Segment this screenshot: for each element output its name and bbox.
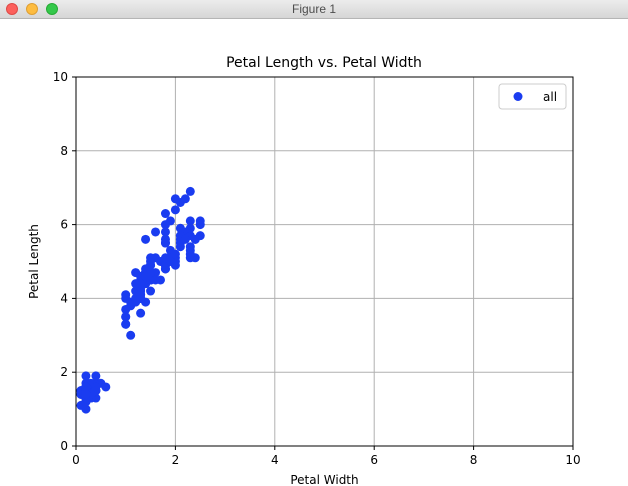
legend-box: [498, 83, 567, 110]
data-points: [76, 186, 205, 414]
y-tick-label: 10: [53, 70, 68, 84]
data-point: [185, 242, 195, 252]
data-point: [160, 238, 170, 248]
data-point: [180, 234, 190, 244]
x-tick-label: 4: [271, 453, 279, 467]
data-point: [146, 286, 156, 296]
data-point: [151, 227, 161, 237]
y-tick-label: 8: [60, 144, 68, 158]
data-point: [180, 194, 190, 204]
data-point: [91, 371, 101, 381]
data-point: [121, 290, 131, 300]
x-tick-label: 10: [565, 453, 580, 467]
chart-title: Petal Length vs. Petal Width: [226, 55, 422, 71]
y-axis-label: Petal Length: [27, 224, 41, 299]
x-axis-label: Petal Width: [290, 473, 358, 486]
axis-ticks: 0 2 4 6 8 10 0 2 4 6 8 10: [53, 70, 581, 467]
data-point: [81, 371, 91, 381]
legend-marker: [513, 92, 523, 101]
data-point: [170, 194, 180, 204]
maximize-window-button[interactable]: [46, 3, 58, 15]
data-point: [101, 382, 111, 392]
data-point: [136, 308, 146, 318]
close-window-button[interactable]: [6, 3, 18, 15]
data-point: [185, 249, 195, 259]
data-point: [195, 231, 205, 241]
data-point: [155, 275, 165, 285]
window-title: Figure 1: [291, 2, 337, 16]
data-point: [160, 253, 170, 263]
y-tick-label: 2: [60, 365, 68, 379]
data-point: [170, 249, 180, 259]
legend: all: [498, 83, 567, 110]
y-tick-label: 0: [60, 439, 68, 453]
data-point: [121, 304, 131, 314]
data-point: [121, 319, 131, 329]
data-point: [175, 242, 185, 252]
data-point: [81, 389, 91, 399]
data-point: [141, 271, 151, 281]
grid: [75, 76, 574, 447]
data-point: [185, 223, 195, 233]
data-point: [121, 312, 131, 322]
data-point: [126, 330, 136, 340]
plot-area: [75, 76, 574, 447]
minimize-window-button[interactable]: [26, 3, 38, 15]
data-point: [165, 216, 175, 226]
data-point: [131, 268, 141, 278]
data-point: [160, 264, 170, 274]
data-point: [160, 227, 170, 237]
x-tick-label: 0: [72, 453, 80, 467]
data-point: [141, 234, 151, 244]
data-point: [185, 216, 195, 226]
x-tick-label: 2: [172, 453, 180, 467]
y-tick-label: 6: [60, 218, 68, 232]
data-point: [146, 253, 156, 263]
data-point: [195, 216, 205, 226]
data-point: [170, 205, 180, 215]
data-point: [136, 290, 146, 300]
data-point: [136, 282, 146, 292]
data-point: [81, 404, 91, 414]
x-tick-label: 8: [470, 453, 478, 467]
x-tick-label: 6: [370, 453, 378, 467]
data-point: [185, 186, 195, 196]
data-point: [160, 209, 170, 219]
y-tick-label: 4: [60, 291, 68, 305]
window-titlebar: Figure 1: [0, 0, 628, 19]
scatter-chart: Petal Length vs. Petal Width 0 2 4 6 8 10 0 2 4 6…: [27, 55, 581, 486]
legend-entry-all: all: [543, 90, 557, 104]
